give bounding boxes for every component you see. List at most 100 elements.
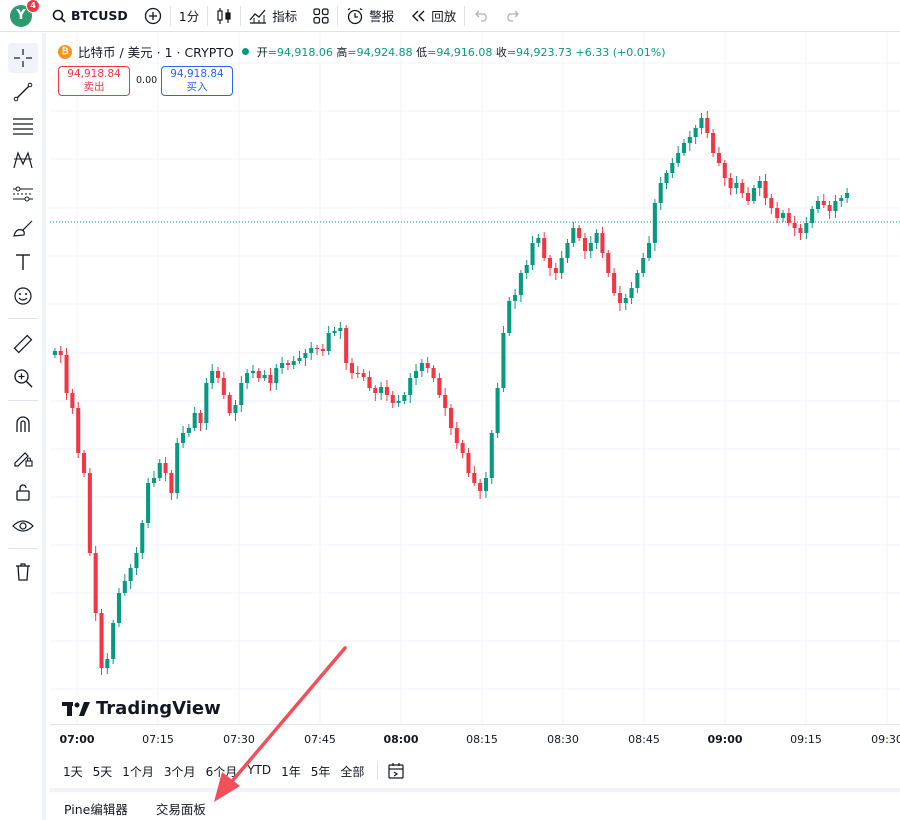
- buy-button[interactable]: 94,918.84 买入: [161, 66, 233, 96]
- candle-body: [687, 137, 692, 143]
- zoom-in-tool[interactable]: [8, 363, 38, 393]
- symbol-label: BTCUSD: [71, 8, 128, 23]
- candle-body: [233, 405, 238, 413]
- candle-body: [647, 243, 652, 258]
- lock-all-tool[interactable]: [8, 477, 38, 507]
- candle-body: [215, 371, 221, 378]
- forecast-tool[interactable]: [8, 179, 38, 209]
- legend-title[interactable]: 比特币 / 美元 · 1 · CRYPTO: [78, 45, 234, 60]
- fib-tool[interactable]: [8, 111, 38, 141]
- range-button[interactable]: 1天: [63, 764, 83, 779]
- candle-body: [740, 183, 745, 193]
- candle-body: [122, 581, 127, 593]
- layouts-button[interactable]: [305, 0, 337, 32]
- trend-line-tool[interactable]: [8, 77, 38, 107]
- ruler-icon: [13, 334, 33, 354]
- time-tick-label: 08:30: [547, 733, 579, 746]
- candle-body: [460, 443, 465, 453]
- redo-button[interactable]: [499, 0, 525, 32]
- candle-body: [332, 331, 337, 333]
- lock-icon: [16, 484, 30, 501]
- magnet-icon: [16, 416, 30, 432]
- ohlc-values: 开=94,918.06 高=94,924.88 低=94,916.08 收=94…: [256, 45, 666, 59]
- pattern-icon: [13, 151, 33, 169]
- trash-icon: [16, 563, 30, 581]
- tab-trading-panel[interactable]: 交易面板: [155, 801, 206, 817]
- toolbar-divider: [8, 400, 38, 401]
- candle-body: [746, 193, 751, 201]
- candle-body: [326, 333, 331, 351]
- candle-body: [530, 243, 535, 265]
- sell-button[interactable]: 94,918.84 卖出: [58, 66, 130, 96]
- indicators-button[interactable]: 指标: [241, 0, 305, 32]
- candle-body: [815, 201, 821, 209]
- drawing-toolbar: [0, 33, 46, 820]
- emoji-tool[interactable]: [8, 281, 38, 311]
- candle-body: [664, 173, 669, 183]
- range-button[interactable]: 1年: [281, 764, 301, 779]
- brush-tool[interactable]: [8, 213, 38, 243]
- sell-price: 94,918.84: [67, 68, 121, 80]
- toolbar-divider: [337, 5, 339, 26]
- tab-pine-editor[interactable]: Pine编辑器: [64, 801, 128, 817]
- candle-body: [181, 433, 186, 443]
- range-button[interactable]: YTD: [247, 762, 272, 777]
- candle-body: [594, 233, 599, 243]
- remove-drawings-tool[interactable]: [8, 557, 38, 587]
- hide-drawings-tool[interactable]: [8, 511, 38, 541]
- toolbar-divider: [8, 548, 38, 549]
- alerts-button[interactable]: 警报: [338, 0, 402, 32]
- candle-body: [274, 368, 279, 383]
- goto-date-icon[interactable]: [386, 761, 406, 781]
- candle-body: [810, 209, 815, 223]
- candle-body: [507, 301, 512, 333]
- range-button[interactable]: 6个月: [205, 764, 238, 779]
- candle-body: [699, 118, 704, 128]
- interval-button[interactable]: 1分: [171, 0, 207, 32]
- candle-body: [536, 238, 541, 243]
- candle-body: [105, 659, 110, 668]
- sell-label: 卖出: [83, 81, 105, 93]
- time-tick-label: 07:30: [223, 733, 255, 746]
- time-tick-label: 08:15: [466, 733, 498, 746]
- candle-body: [757, 181, 762, 188]
- magnet-tool[interactable]: [8, 409, 38, 439]
- chart-type-button[interactable]: [208, 0, 240, 32]
- range-button[interactable]: 3个月: [163, 764, 196, 779]
- range-button[interactable]: 5年: [310, 764, 331, 779]
- symbol-legend: ₿ 比特币 / 美元 · 1 · CRYPTO 开=94,918.06 高=94…: [58, 42, 665, 61]
- user-avatar[interactable]: Y 4: [10, 0, 40, 27]
- toolbar-divider: [169, 5, 171, 26]
- replay-button[interactable]: 回放: [402, 0, 464, 32]
- candle-body: [565, 243, 570, 258]
- candle-body: [705, 118, 710, 133]
- candle-body: [361, 373, 366, 377]
- price-chart[interactable]: [50, 33, 900, 788]
- undo-button[interactable]: [465, 0, 499, 32]
- range-button[interactable]: 1个月: [122, 764, 154, 779]
- time-tick-label: 09:15: [790, 733, 822, 746]
- candle-body: [204, 383, 209, 423]
- compare-symbol-button[interactable]: [136, 0, 170, 32]
- tradingview-logo-icon: [62, 701, 90, 716]
- candle-body: [303, 353, 308, 358]
- crosshair-tool[interactable]: [8, 43, 38, 73]
- symbol-search-button[interactable]: BTCUSD: [44, 0, 136, 32]
- candle-body: [186, 428, 191, 433]
- lock-drawing-tool[interactable]: [8, 443, 38, 473]
- pattern-tool[interactable]: [8, 145, 38, 175]
- candle-body: [87, 473, 92, 553]
- candle-body: [414, 371, 419, 378]
- range-button[interactable]: 全部: [340, 764, 365, 779]
- crosshair-icon: [14, 49, 32, 67]
- measure-tool[interactable]: [8, 329, 38, 359]
- candle-body: [227, 395, 232, 413]
- range-button[interactable]: 5天: [92, 764, 113, 779]
- spread-value: 0.00: [136, 75, 158, 86]
- add-circle-icon: [144, 7, 161, 24]
- emoji-icon: [14, 287, 32, 305]
- candle-body: [483, 478, 488, 491]
- candle-body: [582, 238, 588, 251]
- text-tool[interactable]: [8, 247, 38, 277]
- candle-body: [845, 193, 850, 198]
